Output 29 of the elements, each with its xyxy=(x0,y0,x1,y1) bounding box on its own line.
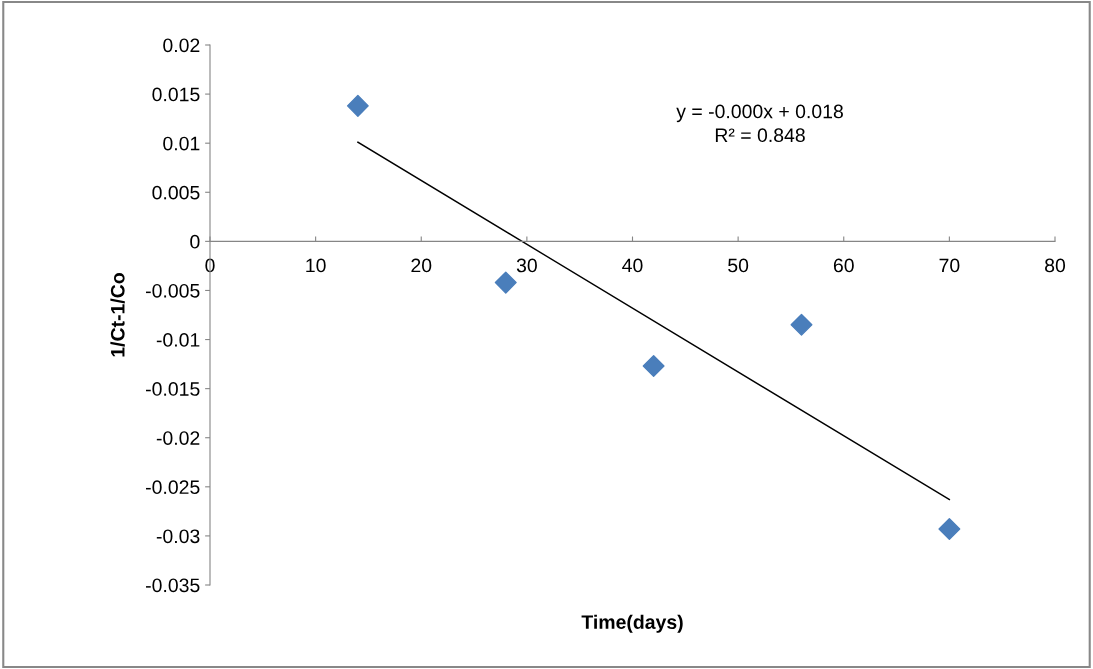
y-tick-label: -0.015 xyxy=(146,382,200,396)
point xyxy=(790,313,813,336)
y-tick-label: -0.01 xyxy=(156,333,200,347)
y-axis-title: 1/Ct-1/Co xyxy=(110,273,125,357)
y-tick-label: 0 xyxy=(190,234,200,249)
point xyxy=(642,355,665,378)
y-tick-label: 0.02 xyxy=(163,38,200,53)
y-tick-label: -0.03 xyxy=(156,529,200,544)
point xyxy=(938,518,961,541)
x-tick-label: 80 xyxy=(1045,258,1066,273)
y-tick-label: -0.02 xyxy=(156,431,200,445)
x-tick-label: 0 xyxy=(205,258,215,273)
x-tick-label: 50 xyxy=(728,258,749,273)
x-axis-title: Time(days) xyxy=(581,614,683,633)
point xyxy=(494,271,517,294)
point xyxy=(346,94,369,117)
x-tick-label: 20 xyxy=(411,258,432,273)
x-tick-label: 30 xyxy=(516,258,537,273)
annotation: y = -0.000x + 0.018 R² = 0.848 xyxy=(676,104,843,143)
x-tick-label: 60 xyxy=(833,258,854,273)
x-tick-label: 40 xyxy=(622,258,643,273)
y-tick-label: 0.005 xyxy=(152,185,200,200)
x-tick-label: 10 xyxy=(306,258,326,273)
y-tick-label: 0.01 xyxy=(163,136,200,151)
y-tick-label: -0.025 xyxy=(146,480,200,495)
y-tick-label: -0.005 xyxy=(146,283,200,298)
y-tick-label: -0.035 xyxy=(146,578,200,593)
x-tick-label: 70 xyxy=(939,258,960,273)
y-tick-label: 0.015 xyxy=(152,87,200,102)
